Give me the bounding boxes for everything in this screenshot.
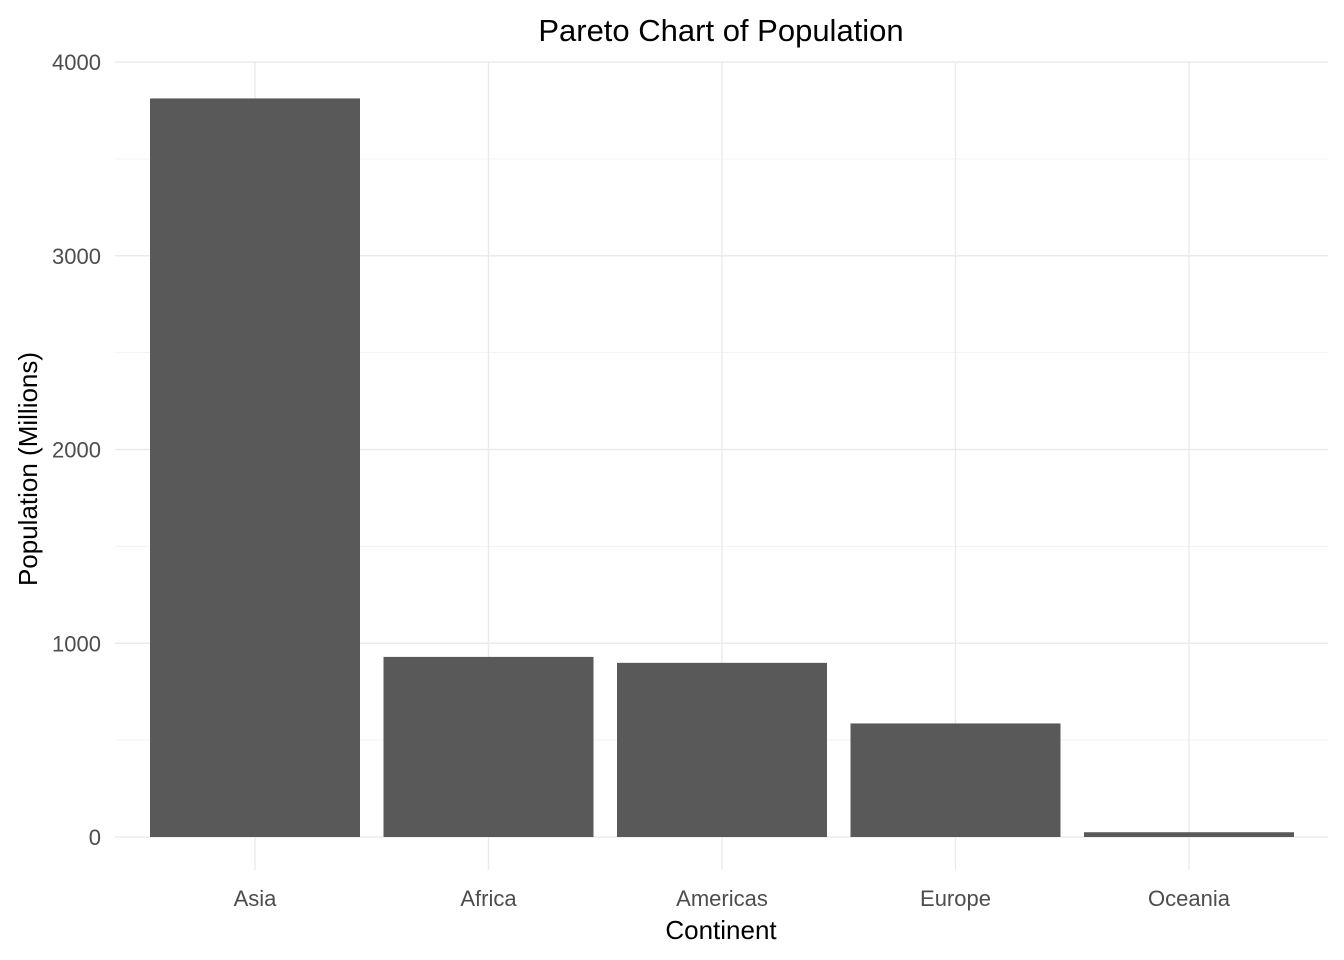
y-tick-label: 3000 <box>52 244 101 269</box>
bar-africa <box>383 656 594 837</box>
x-tick-label: Africa <box>460 886 517 911</box>
y-tick-label: 2000 <box>52 438 101 463</box>
y-axis-title: Population (Millions) <box>13 352 43 586</box>
bar-europe <box>850 723 1061 837</box>
x-tick-label: Asia <box>234 886 278 911</box>
bar-oceania <box>1084 832 1294 837</box>
y-tick-label: 1000 <box>52 631 101 656</box>
x-tick-label: Americas <box>676 886 768 911</box>
x-tick-label: Oceania <box>1148 886 1231 911</box>
chart-title: Pareto Chart of Population <box>538 13 903 48</box>
bar-asia <box>150 98 360 837</box>
y-tick-label: 0 <box>89 825 101 850</box>
y-tick-label: 4000 <box>52 50 101 75</box>
x-axis-title: Continent <box>665 915 777 945</box>
bars <box>150 98 1294 837</box>
x-tick-label: Europe <box>920 886 991 911</box>
bar-americas <box>617 662 827 837</box>
x-axis-ticks: Asia Africa Americas Europe Oceania <box>234 886 1231 911</box>
y-axis-ticks: 0 1000 2000 3000 4000 <box>52 50 101 850</box>
